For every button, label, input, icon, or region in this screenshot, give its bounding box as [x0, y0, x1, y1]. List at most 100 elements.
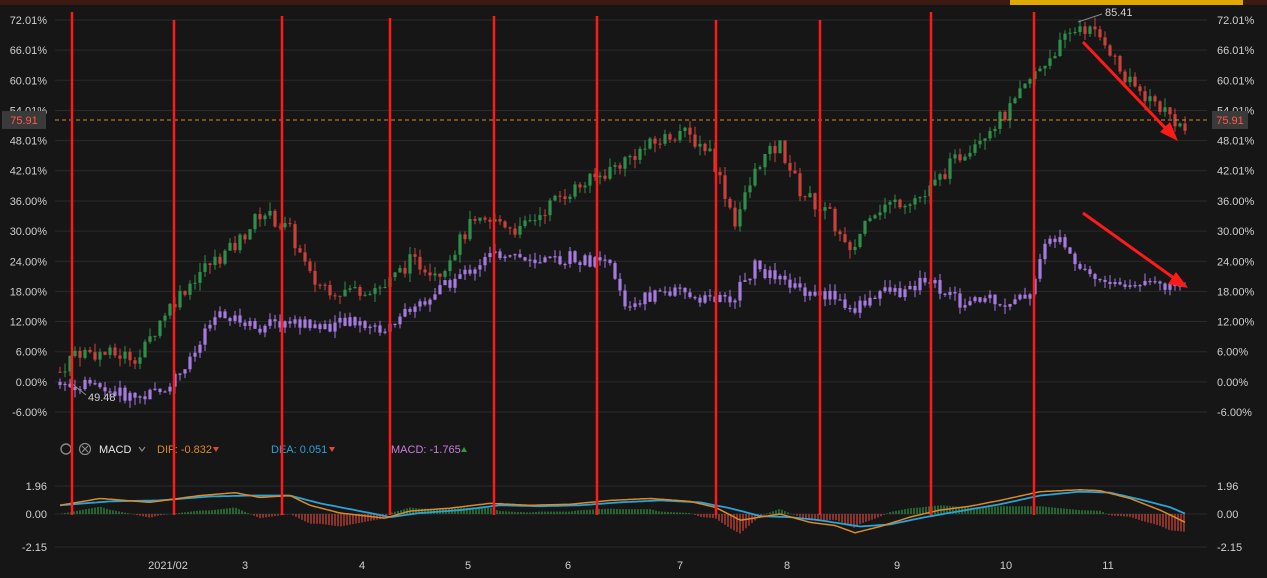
x-tick-label: 6 — [565, 560, 571, 572]
macd-y-axis-left: 1.96 0.00 -2.15 — [22, 481, 47, 554]
candle-body — [368, 293, 372, 295]
purple-candle-body — [838, 299, 842, 301]
y-tick-label: 6.00% — [16, 347, 47, 359]
candle-body — [963, 156, 967, 161]
purple-candle-body — [1143, 280, 1147, 286]
purple-candle-body — [833, 290, 837, 300]
dea-label: DEA: 0.051 — [271, 444, 327, 456]
candle-body — [613, 165, 617, 167]
purple-candle-body — [703, 295, 707, 303]
y-tick-label: 6.00% — [1217, 347, 1248, 359]
purple-candle-body — [633, 303, 637, 307]
candle-body — [253, 214, 257, 230]
candle-body — [793, 170, 797, 174]
purple-candle-body — [1038, 259, 1042, 279]
candle-body — [693, 134, 697, 147]
purple-candle-body — [393, 323, 397, 325]
candle-body — [533, 220, 537, 222]
purple-candle-body — [773, 270, 777, 280]
purple-candle-body — [168, 386, 172, 392]
purple-candle-body — [1128, 285, 1132, 287]
candle-body — [628, 155, 632, 158]
candle-body — [503, 221, 507, 228]
candle-body — [523, 220, 527, 226]
purple-candle-body — [398, 316, 402, 325]
purple-candle-body — [868, 297, 872, 306]
purple-candle-body — [353, 317, 357, 326]
purple-candle-body — [533, 259, 537, 264]
candle-body — [223, 250, 227, 264]
purple-candle-body — [83, 379, 87, 390]
purple-candle-body — [408, 308, 412, 312]
purple-candle-body — [328, 323, 332, 332]
candle-body — [903, 205, 907, 208]
candle-body — [83, 349, 87, 358]
macd-y-tick-label: 0.00 — [26, 509, 47, 521]
gear-icon[interactable] — [60, 443, 72, 455]
purple-candle-body — [1008, 304, 1012, 307]
purple-candle-body — [973, 297, 977, 302]
purple-candle-body — [288, 321, 292, 324]
purple-candle-body — [283, 321, 287, 328]
purple-candle-body — [428, 299, 432, 305]
candle-body — [573, 184, 577, 197]
y-tick-label: 24.00% — [10, 256, 48, 268]
candle-body — [898, 199, 902, 208]
candle-body — [528, 220, 532, 222]
purple-candle-body — [253, 321, 257, 329]
candle-body — [1158, 101, 1162, 112]
candle-body — [588, 173, 592, 186]
purple-candle-body — [778, 275, 782, 280]
candle-body — [1128, 76, 1132, 83]
purple-candle-body — [628, 306, 632, 308]
candle-body — [748, 185, 752, 193]
candle-body — [883, 204, 887, 213]
purple-candle-body — [268, 319, 272, 326]
candle-body — [353, 286, 357, 289]
purple-candle-body — [113, 391, 117, 396]
purple-candle-body — [653, 290, 657, 302]
candle-body — [908, 204, 912, 206]
candle-body — [1098, 29, 1102, 38]
candle-body — [518, 225, 522, 235]
purple-candle-body — [568, 251, 572, 264]
close-icon[interactable] — [78, 442, 92, 456]
chevron-down-icon[interactable] — [138, 446, 146, 452]
purple-candle-body — [788, 279, 792, 288]
candle-body — [428, 272, 432, 276]
purple-candle-body — [228, 318, 232, 321]
purple-candle-body — [938, 280, 942, 294]
candle-body — [958, 154, 962, 161]
candle-body — [163, 315, 167, 321]
dea-down-arrow-icon — [329, 447, 335, 452]
candle-body — [373, 288, 377, 294]
candle-body — [258, 214, 262, 220]
purple-candle-body — [298, 319, 302, 328]
x-tick-label: 5 — [465, 560, 471, 572]
purple-candle-body — [348, 317, 352, 326]
y-axis-left: 72.01%66.01%60.01%54.01%48.01%42.01%36.0… — [10, 15, 48, 419]
candle-body — [633, 155, 637, 160]
candle-body — [328, 284, 332, 296]
purple-candle-body — [798, 283, 802, 288]
purple-candle-body — [1053, 238, 1057, 243]
purple-candle-body — [1153, 281, 1157, 283]
purple-candle-body — [1068, 247, 1072, 254]
candle-body — [108, 347, 112, 355]
purple-candle-body — [108, 391, 112, 393]
purple-candle-body — [998, 304, 1002, 306]
purple-candle-body — [958, 293, 962, 308]
candle-body — [1038, 68, 1042, 72]
candle-body — [1053, 56, 1057, 59]
purple-candle-body — [1018, 294, 1022, 300]
purple-candle-body — [553, 256, 557, 258]
candle-body — [1058, 39, 1062, 57]
purple-candle-body — [718, 295, 722, 302]
purple-candle-body — [233, 315, 237, 321]
y-tick-label: 72.01% — [1217, 15, 1255, 27]
candle-body — [933, 179, 937, 186]
candle-body — [408, 254, 412, 274]
arrow-lower-shaft — [1082, 211, 1179, 283]
y-tick-label: 18.00% — [1217, 286, 1255, 298]
